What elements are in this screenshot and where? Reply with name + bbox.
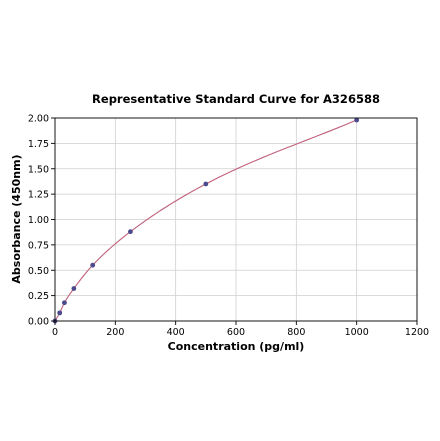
data-point <box>128 229 133 235</box>
y-tick-label: 1.25 <box>28 190 49 201</box>
y-tick-label: 2.00 <box>28 114 49 125</box>
x-tick-label: 0 <box>52 327 58 338</box>
x-axis-label: Concentration (pg/ml) <box>168 340 305 353</box>
y-tick-label: 1.75 <box>28 139 49 150</box>
chart-title: Representative Standard Curve for A32658… <box>92 92 380 106</box>
y-tick-label: 0.00 <box>28 317 49 328</box>
x-tick-label: 1000 <box>345 327 369 338</box>
data-point <box>203 181 209 187</box>
data-point <box>62 300 67 306</box>
x-tick-label: 200 <box>106 327 124 338</box>
y-tick-label: 1.00 <box>28 215 49 226</box>
x-tick-label: 800 <box>287 327 305 338</box>
x-tick-label: 1200 <box>405 327 429 338</box>
grid-lines <box>54 117 418 322</box>
fit-curve-layer <box>54 119 357 322</box>
fit-curve <box>54 119 357 322</box>
data-point <box>71 286 77 291</box>
x-tick-label: 600 <box>227 327 245 338</box>
data-point <box>354 117 360 123</box>
data-point <box>90 262 96 268</box>
y-tick-label: 1.50 <box>28 164 49 175</box>
y-tick-label: 0.50 <box>28 266 49 277</box>
y-axis-label: Absorbance (450nm) <box>10 154 23 283</box>
y-tick-label: 0.75 <box>28 240 49 251</box>
data-point <box>57 310 63 316</box>
x-axis-ticks: 0 200 400 600 800 1000 1200 <box>52 321 429 338</box>
x-tick-label: 400 <box>167 327 185 338</box>
data-points <box>52 117 360 324</box>
y-tick-label: 0.25 <box>28 291 49 302</box>
y-axis-ticks: 0.00 0.25 0.50 0.75 1.00 1.25 1.50 1.75 2.00 <box>28 114 55 328</box>
